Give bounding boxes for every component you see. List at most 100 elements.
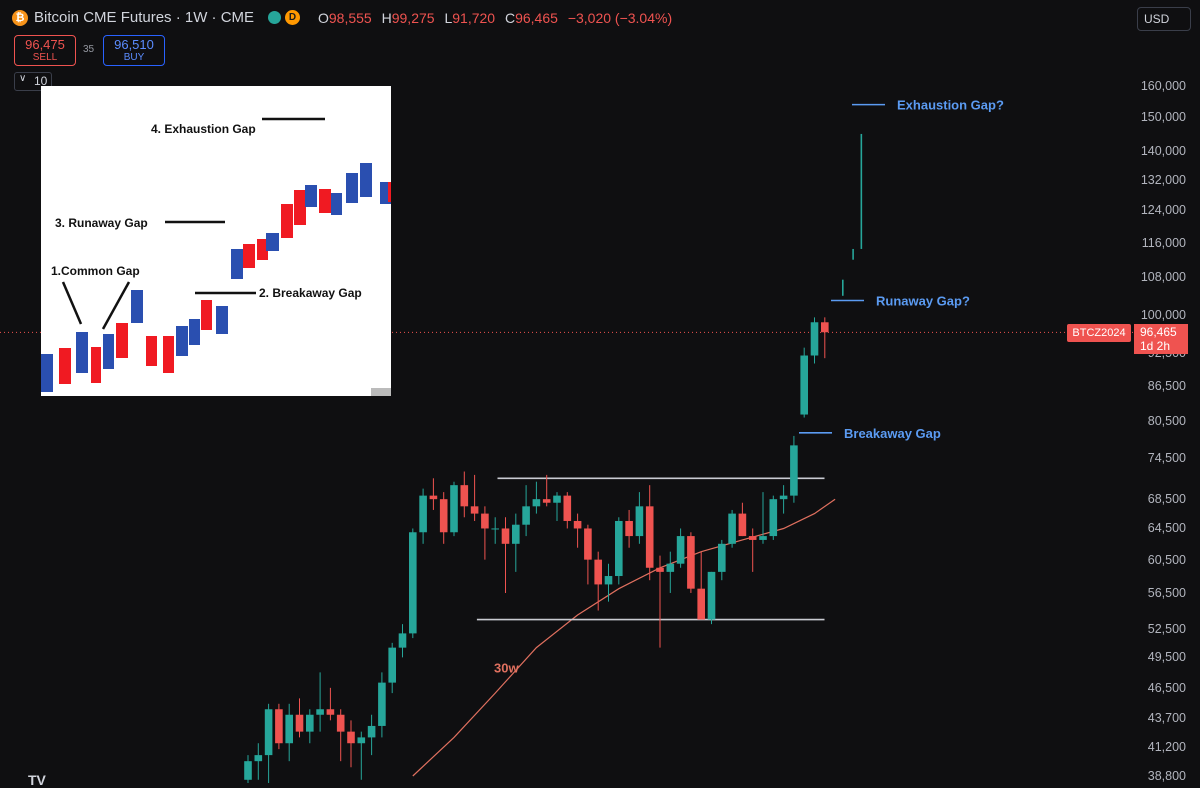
diagram-candle	[266, 233, 279, 251]
open-key: O	[318, 10, 329, 26]
bitcoin-icon: ₿	[12, 10, 28, 26]
candle-body	[573, 520, 582, 529]
runaway-gap-label: 3. Runaway Gap	[55, 216, 148, 230]
diagram-candle	[294, 190, 306, 225]
common-gap-pointer-left	[61, 281, 83, 325]
price-tick-label: 64,500	[1147, 521, 1186, 536]
price-tick-label: 80,500	[1147, 413, 1186, 428]
price-tick-label: 60,500	[1147, 552, 1186, 567]
change-value: −3,020 (−3.04%)	[567, 10, 673, 26]
candle-body	[295, 714, 304, 732]
diagram-candle	[257, 239, 268, 260]
candle-body	[584, 528, 592, 560]
diagram-candle	[189, 319, 200, 345]
common-gap-label: 1.Common Gap	[51, 264, 140, 278]
price-tick-label: 52,500	[1147, 621, 1186, 636]
candle-body	[779, 495, 788, 500]
ma-label: 30w	[494, 660, 519, 675]
common-gap-pointer-right	[101, 281, 131, 330]
diagram-candle	[59, 348, 71, 384]
diagram-candle	[305, 185, 317, 207]
candle-body	[388, 647, 396, 683]
price-tick-label: 108,000	[1140, 270, 1186, 285]
price-axis[interactable]: 160,000 150,000 140,000 132,000 124,000 116,0…	[1138, 0, 1200, 783]
low-key: L	[444, 10, 453, 26]
price-tick-label: 160,000	[1140, 79, 1186, 93]
moving-average-line	[412, 498, 836, 777]
candle-body	[563, 495, 572, 521]
diagram-candle	[41, 354, 53, 392]
price-tick-label: 140,000	[1140, 144, 1186, 159]
chart-title[interactable]: Bitcoin CME Futures · 1W · CME	[34, 9, 255, 26]
market-status-icon	[268, 11, 281, 24]
buy-label: BUY	[123, 52, 145, 63]
diagram-candle	[116, 323, 128, 358]
candle-body	[738, 513, 747, 537]
candle-body	[718, 543, 726, 572]
diagram-candle	[176, 326, 188, 356]
candle-body	[635, 506, 644, 537]
annotation-label: Exhaustion Gap?	[897, 98, 1004, 113]
candle-body	[615, 520, 623, 577]
breakaway-gap-label: 2. Breakaway Gap	[259, 286, 362, 300]
buy-button[interactable]: 96,510 BUY	[103, 35, 165, 66]
diagram-candle	[243, 244, 255, 268]
candle-body	[604, 576, 613, 585]
candle-body	[450, 485, 458, 533]
diagram-candle	[76, 332, 88, 373]
candle-body	[687, 536, 695, 589]
candle-body	[676, 536, 685, 564]
last-price-label: 96,465	[1140, 325, 1177, 339]
ohlc-readout: O98,555 H99,275 L91,720 C96,465 −3,020 (…	[318, 10, 678, 26]
candle-body	[594, 559, 602, 585]
diagram-candle	[146, 336, 157, 366]
candle-body	[367, 725, 376, 738]
candle-body	[759, 536, 767, 540]
diagram-candle	[319, 189, 331, 213]
low-value: 91,720	[452, 10, 496, 26]
candle-body	[769, 499, 778, 537]
high-key: H	[381, 10, 392, 26]
buy-price: 96,510	[114, 37, 154, 52]
candle-body	[460, 485, 469, 507]
gap-diagram-drawing	[41, 117, 391, 392]
candle-body	[439, 499, 448, 533]
candle-body	[790, 445, 798, 496]
price-tick-label: 100,000	[1140, 307, 1186, 322]
sell-button[interactable]: 96,475 SELL	[14, 35, 76, 66]
candle-body	[697, 588, 705, 620]
image-watermark	[371, 388, 391, 396]
candle-body	[264, 709, 273, 756]
candle-body	[409, 532, 417, 634]
candle-body	[429, 495, 438, 500]
price-tick-label: 86,500	[1147, 378, 1186, 393]
indicator-count: 10	[34, 74, 48, 88]
sell-price: 96,475	[25, 37, 65, 52]
candle-body	[522, 506, 530, 525]
tradingview-logo-icon: TV	[28, 772, 46, 788]
candle-body	[512, 524, 520, 544]
candle-body	[491, 528, 499, 530]
candle-body	[532, 499, 541, 507]
price-tick-label: 124,000	[1140, 203, 1186, 218]
currency-selector[interactable]: USD	[1137, 7, 1191, 31]
candle-body	[542, 499, 551, 503]
price-tick-label: 116,000	[1141, 235, 1186, 250]
candle-body	[419, 495, 427, 533]
candle-body	[326, 709, 335, 715]
diagram-candle	[346, 173, 358, 203]
candle-body	[316, 709, 324, 715]
diagram-candle	[360, 163, 372, 197]
diagram-candle	[216, 306, 228, 334]
diagram-candle	[388, 182, 391, 202]
candle-body	[357, 737, 366, 744]
close-value: 96,465	[515, 10, 558, 26]
delayed-data-badge[interactable]: D	[285, 10, 300, 25]
diagram-candle	[201, 300, 212, 330]
indicators-toggle[interactable]: ∨ 10	[14, 72, 52, 91]
diagram-candle	[91, 347, 101, 383]
price-tick-label: 46,500	[1147, 680, 1186, 695]
price-tick-label: 49,500	[1147, 650, 1186, 665]
candle-body	[501, 528, 510, 544]
